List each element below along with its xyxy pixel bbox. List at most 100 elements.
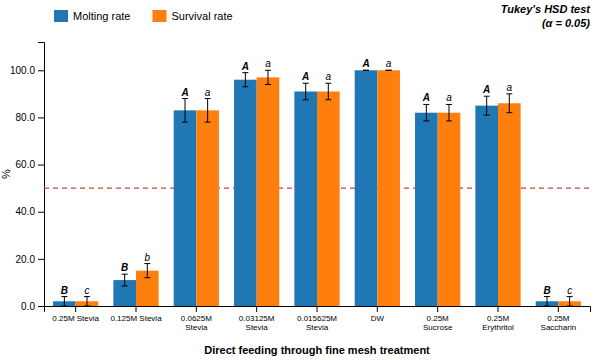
error-bar-cap: [265, 70, 271, 71]
tick-mark: [38, 306, 44, 307]
tick-label: 0.25MErythritol: [482, 314, 514, 332]
tick: 60.0: [16, 159, 44, 170]
error-bar-cap: [144, 277, 150, 278]
error-bar-cap: [567, 306, 573, 307]
tick-mark: [136, 306, 137, 312]
error-bar-cap: [506, 93, 512, 94]
x-axis-title: Direct feeding through fine mesh treatme…: [204, 344, 430, 356]
tick: 80.0: [16, 112, 44, 123]
significance-letter: b: [145, 252, 151, 263]
error-bar-cap: [484, 96, 490, 97]
error-bar: [242, 73, 248, 87]
significance-letter: c: [84, 285, 89, 296]
error-bar-cap: [61, 296, 67, 297]
tick: 0.25MSucrose: [423, 306, 453, 332]
error-bar: [144, 264, 150, 278]
significance-letter: A: [482, 84, 490, 95]
tick-label: 0.0625MStevia: [181, 314, 212, 332]
error-bar-cap: [242, 86, 248, 87]
error-bar-stem: [267, 70, 268, 84]
tick-label: 0.0: [21, 301, 35, 312]
tick-mark: [196, 306, 197, 312]
bar: [257, 77, 280, 306]
x-axis: 0.25M Stevia0.125M Stevia0.0625MStevia0.…: [45, 306, 591, 332]
error-bar: [484, 96, 490, 115]
significance-letter: a: [265, 58, 271, 69]
error-bar-cap: [242, 72, 248, 73]
error-bar-cap: [205, 122, 211, 123]
tick-label: 60.0: [16, 159, 36, 170]
tick-mark: [558, 306, 559, 312]
error-bar-stem: [509, 94, 510, 113]
tick: 0.0625MStevia: [181, 306, 212, 332]
error-bar-cap: [325, 99, 331, 100]
error-bar-cap: [144, 263, 150, 264]
significance-letter: A: [180, 87, 188, 98]
tick-label: 0.125M Stevia: [110, 314, 162, 323]
tick: 0.25MErythritol: [482, 306, 514, 332]
error-bar-cap: [386, 70, 392, 71]
error-bar-cap: [325, 83, 331, 84]
tick-mark: [317, 306, 318, 312]
error-bar-cap: [84, 296, 90, 297]
error-bar-cap: [386, 70, 392, 71]
error-bar-stem: [426, 104, 427, 121]
tick-mark: [38, 70, 44, 71]
legend: Molting rateSurvival rate: [54, 10, 233, 22]
tick-mark: [38, 165, 44, 166]
bar: [355, 70, 378, 306]
error-bar: [363, 70, 369, 71]
tick-label: 0.03125MStevia: [239, 314, 275, 332]
tick: 0.03125MStevia: [239, 306, 275, 332]
error-bar-cap: [446, 104, 452, 105]
significance-letter: B: [543, 285, 550, 296]
bar: [174, 110, 197, 306]
error-bar: [265, 70, 271, 84]
bar: [475, 106, 498, 306]
error-bar-cap: [484, 115, 490, 116]
tick-label: 0.25MSaccharin: [541, 314, 577, 332]
error-bar-cap: [303, 83, 309, 84]
annotation: (α = 0.05): [542, 17, 590, 29]
tick: 40.0: [16, 206, 44, 217]
significance-letter: B: [61, 285, 68, 296]
error-bar: [325, 83, 331, 100]
significance-letter: a: [446, 92, 452, 103]
tick-mark: [75, 306, 76, 312]
significance-letter: A: [422, 92, 430, 103]
tick: 100.0: [10, 65, 44, 76]
tick-mark: [256, 306, 257, 312]
error-bar-cap: [84, 306, 90, 307]
error-bar-cap: [61, 306, 67, 307]
bar: [294, 92, 317, 307]
error-bar: [423, 104, 429, 121]
series: [53, 70, 558, 306]
significance-letter: a: [386, 58, 392, 69]
error-bar-stem: [86, 297, 87, 306]
error-bar-cap: [544, 306, 550, 307]
error-bar-cap: [122, 274, 128, 275]
tick-label: 80.0: [16, 112, 36, 123]
error-bar: [544, 297, 550, 306]
tick: 0.0: [21, 301, 44, 312]
bar: [317, 92, 340, 307]
error-bar-cap: [205, 98, 211, 99]
tick-label: 0.015625MStevia: [297, 314, 337, 332]
significance-letter: B: [121, 262, 128, 273]
chart: 0.020.040.060.080.0100.00.25M Stevia0.12…: [0, 0, 600, 360]
error-bar: [182, 99, 188, 123]
bar: [415, 113, 438, 306]
bar: [438, 113, 461, 306]
error-bar-stem: [328, 83, 329, 100]
error-bar: [61, 297, 67, 306]
legend-item: Molting rate: [54, 10, 130, 22]
error-bar-cap: [303, 99, 309, 100]
error-bar-cap: [544, 296, 550, 297]
tick-mark: [38, 259, 44, 260]
error-bar-stem: [147, 264, 148, 278]
tick-label: 20.0: [16, 254, 36, 265]
legend-swatch: [152, 10, 166, 22]
annotation: Tukey's HSD test: [501, 3, 592, 15]
tick-label: 40.0: [16, 206, 36, 217]
tick-label: 0.25MSucrose: [423, 314, 453, 332]
